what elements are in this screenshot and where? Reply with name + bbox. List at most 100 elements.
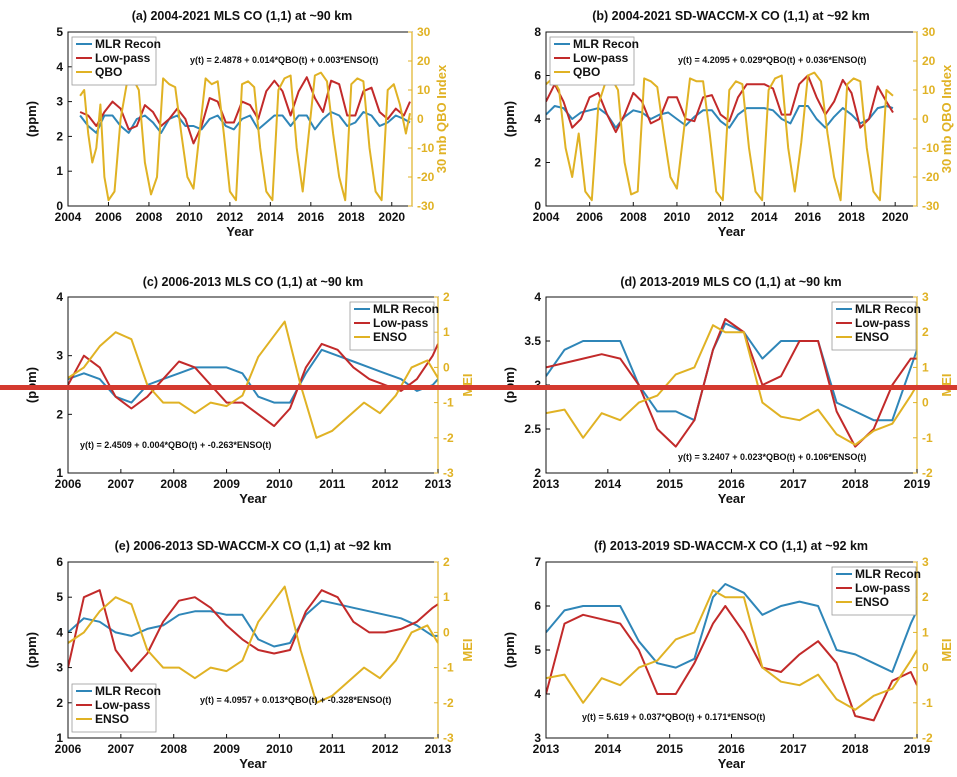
y2-tick-label: 3 — [922, 555, 929, 569]
x-tick-label: 2012 — [372, 742, 399, 756]
y2-tick-label: 3 — [922, 290, 929, 304]
x-tick-label: 2006 — [55, 477, 82, 491]
x-tick-label: 2013 — [533, 477, 560, 491]
x-tick-label: 2017 — [780, 742, 807, 756]
series-line-f-2 — [546, 589, 917, 711]
regression-equation: y(t) = 3.2407 + 0.023*QBO(t) + 0.106*ENS… — [678, 452, 866, 462]
x-tick-label: 2014 — [594, 742, 621, 756]
y-tick-label: 3 — [56, 349, 63, 363]
x-tick-label: 2020 — [882, 210, 909, 224]
x-tick-label: 2008 — [160, 477, 187, 491]
y-tick-label: 3 — [56, 95, 63, 109]
series-line-b-2 — [546, 71, 894, 202]
y2-tick-label: 2 — [443, 290, 450, 304]
y-tick-label: 5 — [534, 643, 541, 657]
y2-tick-label: 0 — [417, 112, 424, 126]
x-axis-label: Year — [718, 756, 745, 771]
y-tick-label: 3 — [534, 731, 541, 745]
x-tick-label: 2006 — [55, 742, 82, 756]
x-tick-label: 2018 — [842, 477, 869, 491]
y2-tick-label: 0 — [443, 360, 450, 374]
x-tick-label: 2013 — [533, 742, 560, 756]
y2-tick-label: 1 — [922, 360, 929, 374]
x-tick-label: 2018 — [838, 210, 865, 224]
y2-tick-label: -3 — [443, 466, 454, 480]
y2-axis-label: 30 mb QBO Index — [939, 64, 954, 173]
y-tick-label: 3.5 — [524, 334, 541, 348]
x-tick-label: 2009 — [213, 742, 240, 756]
legend-entry: MLR Recon — [573, 37, 639, 51]
series-line-f-1 — [546, 605, 917, 722]
chart-title-d: (d) 2013-2019 MLS CO (1,1) at ~90 km — [620, 275, 841, 289]
series-line-d-2 — [546, 324, 917, 446]
y2-tick-label: -1 — [443, 396, 454, 410]
x-tick-label: 2016 — [718, 477, 745, 491]
x-tick-label: 2020 — [378, 210, 405, 224]
y-tick-label: 2 — [56, 696, 63, 710]
y-tick-label: 0 — [534, 199, 541, 213]
regression-equation: y(t) = 2.4509 + 0.004*QBO(t) + -0.263*EN… — [80, 440, 271, 450]
x-tick-label: 2013 — [425, 477, 452, 491]
y-tick-label: 4 — [534, 112, 541, 126]
y2-tick-label: -20 — [417, 170, 435, 184]
y-tick-label: 1 — [56, 466, 63, 480]
x-tick-label: 2016 — [795, 210, 822, 224]
y-tick-label: 5 — [56, 25, 63, 39]
series-line-e-2 — [68, 585, 438, 704]
y-axis-label: (ppm) — [24, 101, 39, 137]
y-tick-label: 8 — [534, 25, 541, 39]
x-tick-label: 2018 — [338, 210, 365, 224]
x-tick-label: 2006 — [95, 210, 122, 224]
chart-panel-c: (c) 2006-2013 MLS CO (1,1) at ~90 km 2006… — [24, 275, 475, 506]
x-tick-label: 2011 — [319, 477, 345, 491]
y-tick-label: 4 — [56, 290, 63, 304]
series-group-a — [79, 71, 411, 202]
chart-panel-b: (b) 2004-2021 SD-WACCM-X CO (1,1) at ~92… — [502, 9, 954, 239]
x-tick-label: 2012 — [217, 210, 244, 224]
y2-tick-label: 1 — [443, 325, 450, 339]
series-group-f — [546, 583, 917, 722]
chart-title-f: (f) 2013-2019 SD-WACCM-X CO (1,1) at ~92… — [594, 539, 868, 553]
y2-tick-label: 0 — [922, 112, 929, 126]
y2-tick-label: -30 — [417, 199, 435, 213]
x-tick-label: 2010 — [664, 210, 691, 224]
legend-entry: QBO — [95, 65, 122, 79]
x-tick-label: 2010 — [176, 210, 203, 224]
x-tick-label: 2006 — [576, 210, 603, 224]
x-tick-label: 2015 — [656, 742, 683, 756]
series-group-e — [68, 585, 438, 704]
chart-panel-f: (f) 2013-2019 SD-WACCM-X CO (1,1) at ~92… — [502, 539, 954, 771]
chart-title-c: (c) 2006-2013 MLS CO (1,1) at ~90 km — [143, 275, 364, 289]
y2-tick-label: 20 — [922, 54, 936, 68]
series-line-d-0 — [546, 322, 917, 422]
y2-tick-label: -10 — [417, 141, 435, 155]
x-axis-label: Year — [239, 756, 266, 771]
x-tick-label: 2012 — [372, 477, 399, 491]
y-tick-label: 4 — [534, 290, 541, 304]
series-line-b-1 — [546, 74, 894, 134]
y2-tick-label: -2 — [443, 696, 454, 710]
y-tick-label: 2 — [534, 156, 541, 170]
legend-entry: MLR Recon — [855, 567, 921, 581]
x-axis-label: Year — [718, 224, 745, 239]
y2-tick-label: 0 — [443, 625, 450, 639]
y-tick-label: 1 — [56, 731, 63, 745]
y2-tick-label: 0 — [922, 661, 929, 675]
y-axis-label: (ppm) — [502, 632, 517, 668]
x-axis-label: Year — [718, 491, 745, 506]
y2-tick-label: 2 — [922, 590, 929, 604]
x-tick-label: 2004 — [533, 210, 560, 224]
chart-title-a: (a) 2004-2021 MLS CO (1,1) at ~90 km — [132, 9, 353, 23]
y-tick-label: 7 — [534, 555, 541, 569]
x-tick-label: 2012 — [707, 210, 734, 224]
series-line-f-0 — [546, 583, 917, 673]
y2-tick-label: -3 — [443, 731, 454, 745]
y2-tick-label: -1 — [443, 661, 454, 675]
y2-tick-label: -2 — [443, 431, 454, 445]
x-tick-label: 2008 — [136, 210, 163, 224]
y2-tick-label: 0 — [922, 396, 929, 410]
